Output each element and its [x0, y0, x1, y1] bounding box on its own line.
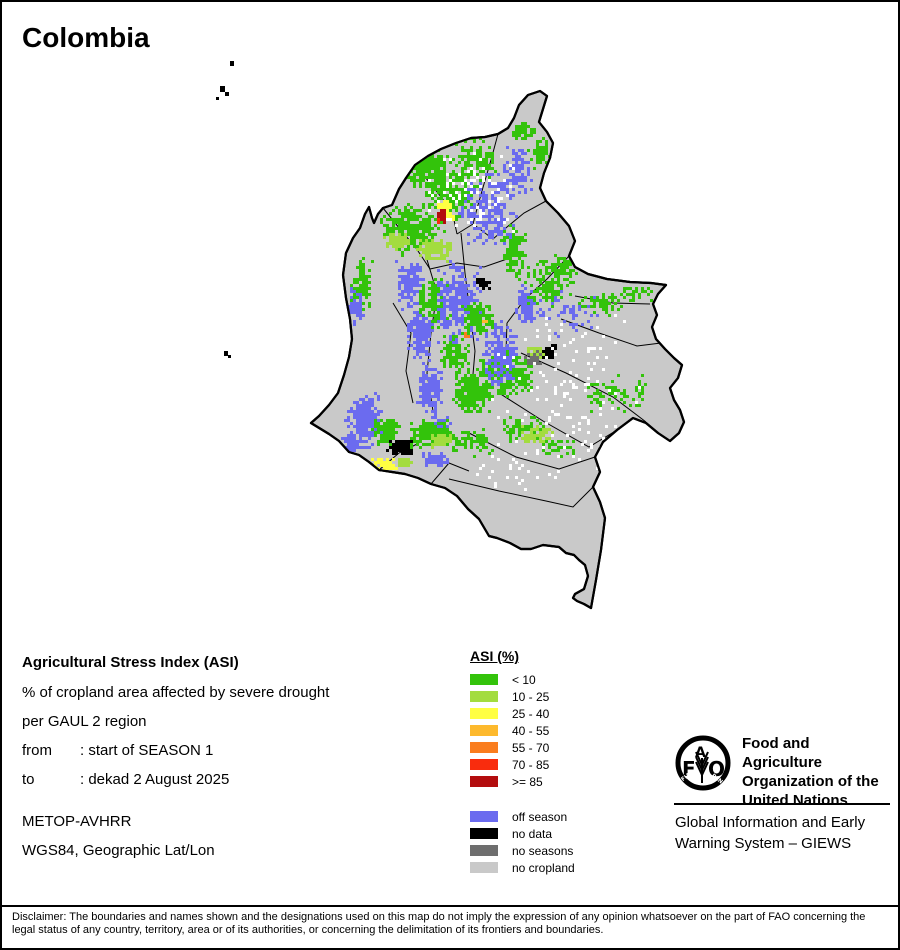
legend-asi-items: < 10 10 - 25 25 - 40 40 - 55 55 - 70 70 - 85 >…	[470, 671, 575, 790]
legend-asi-item: 55 - 70	[470, 739, 575, 756]
legend-swatch	[470, 725, 498, 736]
legend-label: 40 - 55	[512, 723, 550, 738]
legend-swatch	[470, 708, 498, 719]
legend-swatch	[470, 742, 498, 753]
info-description-2: per GAUL 2 region	[22, 713, 147, 730]
info-heading: Agricultural Stress Index (ASI)	[22, 654, 239, 671]
legend-label: no cropland	[512, 860, 575, 875]
text-line: Warning System – GIEWS	[675, 835, 852, 852]
legend-asi-item: >= 85	[470, 773, 575, 790]
legend-swatch	[470, 776, 498, 787]
info-to-row: to : dekad 2 August 2025	[22, 771, 329, 788]
legend-label: off season	[512, 809, 568, 824]
legend-extra-items: off season no data no seasons no cropland	[470, 808, 575, 876]
sensor-name: METOP-AVHRR	[22, 813, 132, 830]
legend-swatch	[470, 759, 498, 770]
to-label: to	[22, 771, 35, 788]
fao-block: F A O FIAT PANIS Food and Agriculture Organiz…	[674, 730, 892, 860]
legend-swatch	[470, 674, 498, 685]
legend-extra-item: no data	[470, 825, 575, 842]
text-line: United Nations	[742, 792, 848, 809]
info-from-row: from : start of SEASON 1	[22, 742, 329, 759]
fao-name: Food and Agriculture Organization of the U…	[742, 734, 892, 810]
disclaimer: Disclaimer: The boundaries and names sho…	[2, 905, 898, 937]
legend-label: < 10	[512, 672, 536, 687]
text-line: Organization of the	[742, 773, 879, 790]
projection-name: WGS84, Geographic Lat/Lon	[22, 842, 215, 859]
legend-label: 70 - 85	[512, 757, 550, 772]
legend-label: 55 - 70	[512, 740, 550, 755]
giews-name: Global Information and Early Warning Syst…	[675, 812, 865, 854]
legend-asi-item: 70 - 85	[470, 756, 575, 773]
legend-asi-item: 25 - 40	[470, 705, 575, 722]
legend-swatch	[470, 691, 498, 702]
info-block: Agricultural Stress Index (ASI) % of cro…	[22, 654, 329, 859]
to-value: : dekad 2 August 2025	[80, 771, 230, 788]
legend-swatch	[470, 845, 498, 856]
from-value: : start of SEASON 1	[80, 742, 214, 759]
info-description-1: % of cropland area affected by severe dr…	[22, 684, 330, 701]
legend-title: ASI (%)	[470, 648, 519, 664]
legend-asi-item: 40 - 55	[470, 722, 575, 739]
legend-extra-item: no seasons	[470, 842, 575, 859]
legend-label: no seasons	[512, 843, 574, 858]
legend-swatch	[470, 828, 498, 839]
from-label: from	[22, 742, 52, 759]
legend: ASI (%) < 10 10 - 25 25 - 40 40 - 55 55 - 70…	[470, 648, 575, 876]
text-line: Food and Agriculture	[742, 735, 823, 771]
text-line: Global Information and Early	[675, 814, 866, 831]
fao-divider	[674, 803, 890, 805]
legend-swatch	[470, 862, 498, 873]
legend-swatch	[470, 811, 498, 822]
legend-label: no data	[512, 826, 553, 841]
legend-extra-item: no cropland	[470, 859, 575, 876]
page-title: Colombia	[22, 22, 150, 53]
legend-asi-item: 10 - 25	[470, 688, 575, 705]
legend-asi-item: < 10	[470, 671, 575, 688]
legend-label: 25 - 40	[512, 706, 550, 721]
legend-label: 10 - 25	[512, 689, 550, 704]
legend-extra-item: off season	[470, 808, 575, 825]
legend-label: >= 85	[512, 774, 543, 789]
